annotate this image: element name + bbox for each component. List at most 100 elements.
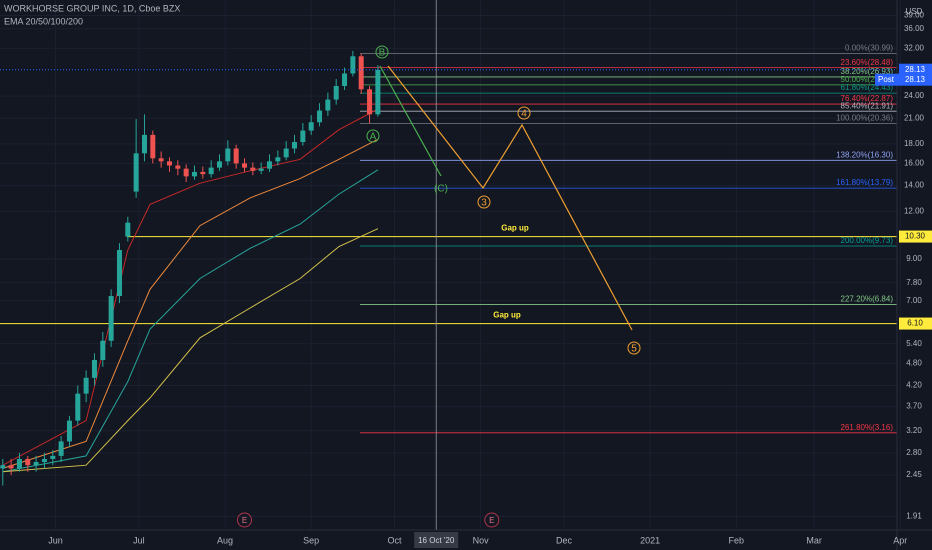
indicator-title: EMA 20/50/100/200 <box>4 16 83 26</box>
currency: USD <box>906 7 923 16</box>
x-tick-label: Aug <box>217 535 233 545</box>
price-badge <box>899 63 932 76</box>
earnings-marker <box>484 512 500 528</box>
candle-body <box>208 167 214 175</box>
candle-body <box>83 377 89 394</box>
y-tick-label: 16.00 <box>904 159 925 168</box>
ema-line <box>2 228 379 473</box>
x-tick-label: Nov <box>473 535 490 545</box>
wave-label: 5 <box>631 344 637 355</box>
gap-text: Gap up <box>493 311 521 320</box>
candle-body <box>300 130 306 143</box>
ema-line <box>2 169 379 473</box>
wave-label: (C) <box>434 184 448 195</box>
fib-label: 85.40%(21.91) <box>841 101 894 110</box>
candle-body <box>166 161 172 166</box>
candle-body <box>183 168 189 177</box>
x-tick-label: Jul <box>133 535 145 545</box>
wave-label: B <box>379 48 386 59</box>
y-tick-label: 24.00 <box>904 91 925 100</box>
candle-body <box>25 458 31 466</box>
ema-line <box>2 138 379 469</box>
candle-body <box>158 158 164 162</box>
marks: 0.00%(30.99) 23.60%(28.48)38.20%(26.93)50… <box>0 0 897 530</box>
wave-circle <box>366 129 380 143</box>
fib-label: 76.40%(22.87) <box>841 94 894 103</box>
elliott-waves: A B (C) 3 4 5 <box>366 45 641 355</box>
candle-body <box>333 86 339 100</box>
candle-body <box>16 458 22 469</box>
candle-body <box>116 249 122 297</box>
x-tick-label: Oct <box>388 535 403 545</box>
candle-body <box>216 161 222 168</box>
x-tick-label: Dec <box>556 535 573 545</box>
candle-body <box>283 148 289 158</box>
candle-body <box>308 122 314 131</box>
candle-body <box>150 134 156 159</box>
candle-body <box>367 89 373 115</box>
fib-label: 50.00%(25.68) <box>841 75 894 84</box>
crosshair-badge <box>414 532 459 548</box>
candle-body <box>33 462 39 466</box>
fib-label: 227.20%(6.84) <box>841 295 894 304</box>
fib-label: 261.80%(3.16) <box>841 423 894 432</box>
candle-body <box>50 455 56 459</box>
fib-label: 23.60%(28.48) <box>841 58 894 67</box>
fib-label: 0.00%(30.99) <box>845 44 893 53</box>
y-tick-label: 4.20 <box>906 381 922 390</box>
y-tick-label: 9.00 <box>906 254 922 263</box>
x-tick-label: Apr <box>893 535 907 545</box>
candle-body <box>358 56 364 90</box>
fib-label: 161.80%(13.79) <box>836 178 893 187</box>
grid <box>0 0 901 530</box>
y-tick-label: 3.20 <box>906 426 922 435</box>
candle-body <box>267 161 273 169</box>
y-tick-label: 4.80 <box>906 358 922 367</box>
wave-circle <box>517 106 531 120</box>
candle-body <box>100 340 106 360</box>
candle-body <box>317 110 323 123</box>
y-tick-label: 12.00 <box>904 206 925 215</box>
x-tick-label: 2021 <box>640 535 660 545</box>
wave-line <box>387 65 633 331</box>
y-tick-label: 1.91 <box>906 512 922 521</box>
candle-body <box>275 157 281 162</box>
wave-circle <box>477 195 491 209</box>
ema-line <box>2 108 379 466</box>
wave-label: 3 <box>481 198 487 209</box>
wave-line <box>379 65 442 177</box>
wave-circle <box>375 45 389 59</box>
fib-label: 200.00%(9.73) <box>841 236 894 245</box>
candle-body <box>233 148 239 164</box>
wave-label: A <box>370 132 377 143</box>
candle-body <box>8 465 14 469</box>
candle-body <box>66 420 72 442</box>
candle-body <box>258 168 264 171</box>
candle-body <box>325 99 331 111</box>
price-badge-label: 28.13 <box>905 65 926 74</box>
fib-label: 61.80%(24.43) <box>841 83 894 92</box>
price-badge-label: 10.30 <box>905 232 926 241</box>
fib-label: 138.20%(16.30) <box>836 150 893 159</box>
fib-label: 38.20%(26.93) <box>841 67 894 76</box>
y-tick-label: 18.00 <box>904 139 925 148</box>
wave-circle <box>627 341 641 355</box>
candle-body <box>75 393 81 421</box>
fib-label: 100.00%(20.36) <box>836 114 893 123</box>
y-tick-label: 14.00 <box>904 181 925 190</box>
chart-title: WORKHORSE GROUP INC, 1D, Cboe BZX <box>4 3 180 13</box>
x-tick-label: Mar <box>806 535 822 545</box>
price-badge <box>899 317 932 330</box>
candle-body <box>175 165 181 169</box>
y-tick-label: 32.00 <box>904 43 925 52</box>
candle-body <box>141 134 147 154</box>
candle-body <box>242 163 248 168</box>
candle-body <box>250 167 256 171</box>
candle-body <box>292 142 298 149</box>
post-badge-label: 28.13 <box>905 75 926 84</box>
y-tick-label: 5.40 <box>906 339 922 348</box>
candle-body <box>108 296 114 341</box>
candle-body <box>191 171 197 177</box>
